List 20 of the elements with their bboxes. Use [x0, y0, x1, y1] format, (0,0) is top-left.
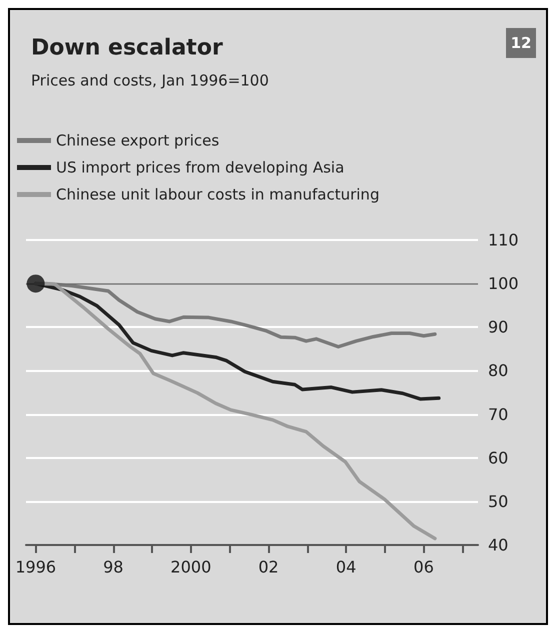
y-tick-label: 90: [488, 318, 508, 337]
x-tick-label: 2000: [170, 558, 212, 576]
x-tick-label: 1996: [15, 558, 56, 576]
chart-title: Down escalator: [31, 36, 223, 60]
chart-subtitle: Prices and costs, Jan 1996=100: [31, 72, 269, 90]
y-tick-label: 110: [488, 230, 519, 250]
y-tick-label: 70: [488, 404, 508, 424]
text: 12: [510, 34, 532, 52]
x-tick-label: 06: [414, 558, 434, 576]
x-tick-label: 98: [103, 558, 124, 576]
y-tick-label: 100: [488, 274, 519, 294]
legend-label: US import prices from developing Asia: [56, 158, 344, 176]
y-tick-label: 50: [488, 492, 508, 511]
legend-label: Chinese unit labour costs in manufacturing: [56, 186, 380, 204]
y-tick-label: 60: [488, 448, 508, 468]
y-tick-label: 80: [488, 361, 508, 380]
legend-label: Chinese export prices: [56, 132, 220, 150]
x-tick-label: 02: [258, 558, 279, 576]
y-tick-label: 40: [488, 536, 508, 554]
x-tick-label: 04: [336, 558, 356, 576]
